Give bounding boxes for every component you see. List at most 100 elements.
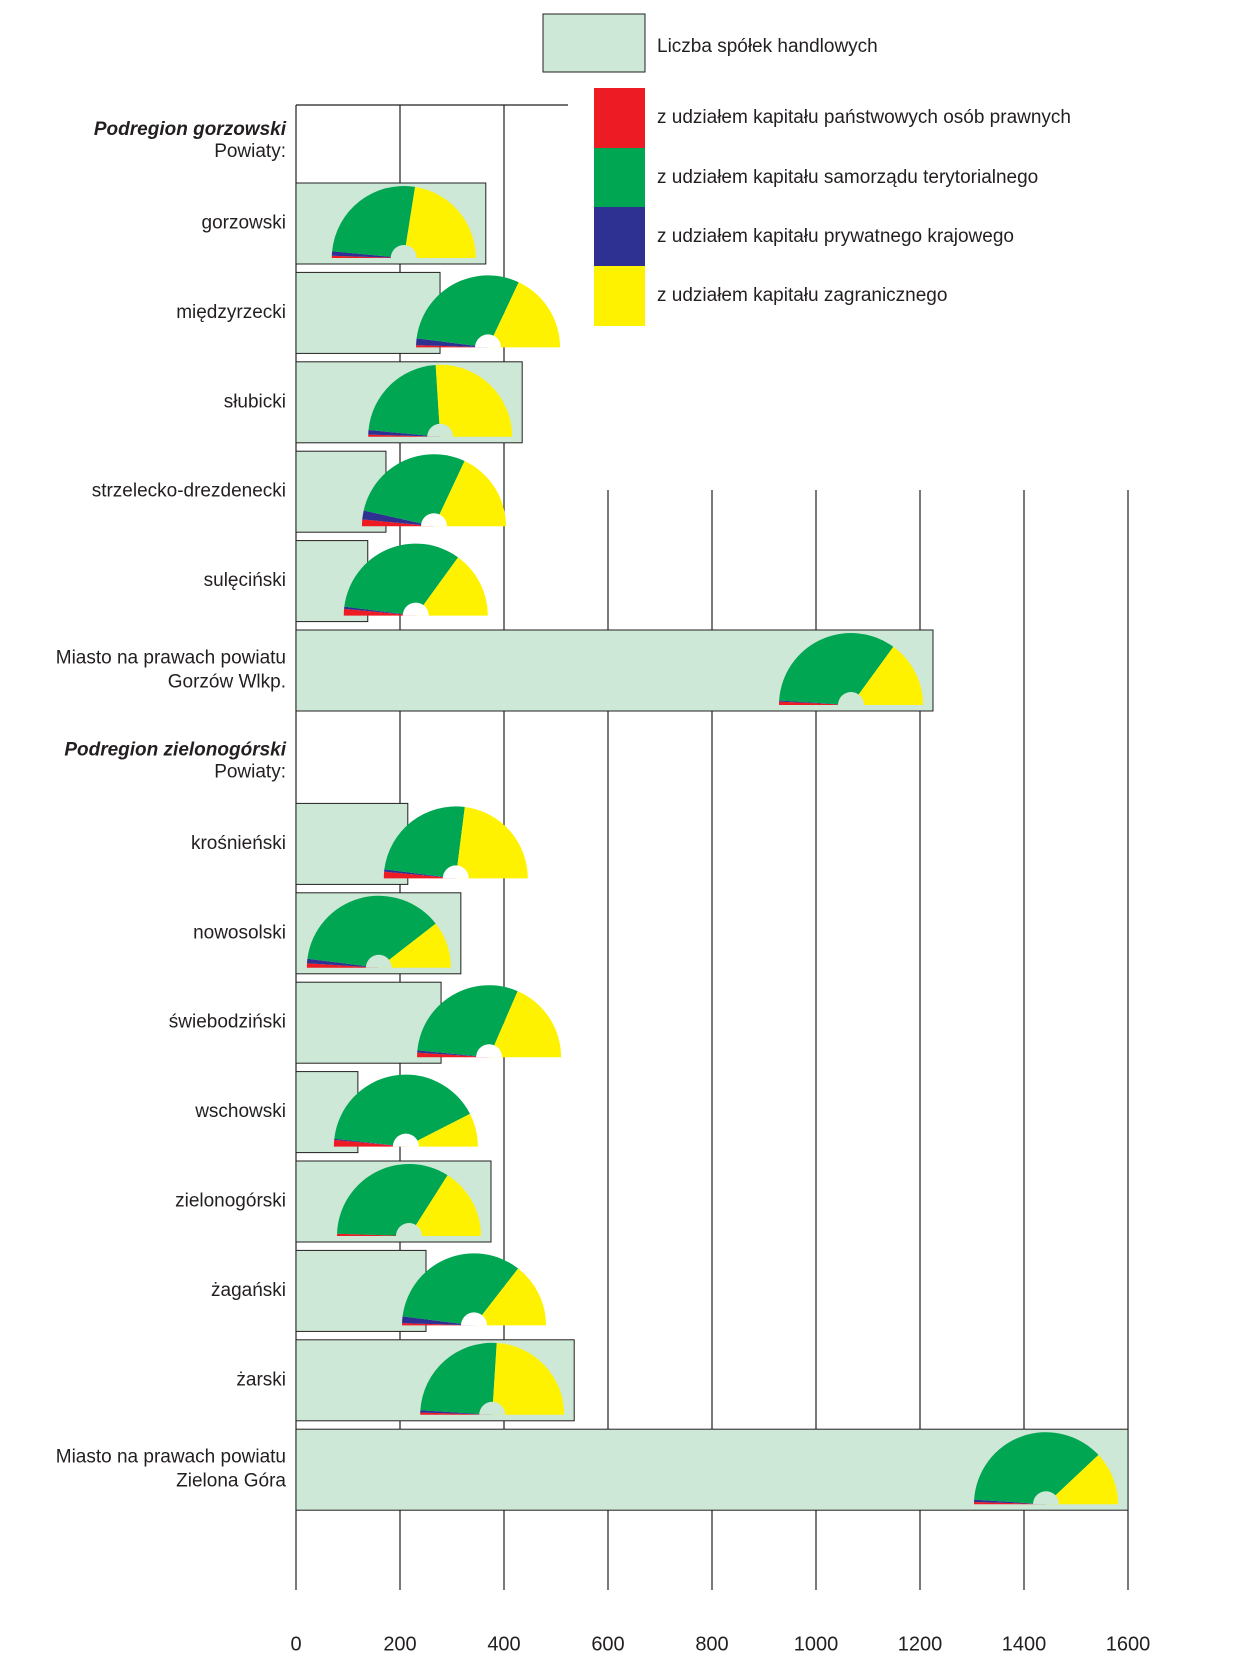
category-label: żarski — [236, 1369, 286, 1390]
x-tick-label: 400 — [487, 1633, 520, 1655]
category-label: Gorzów Wlkp. — [168, 672, 286, 693]
share-wedge — [402, 1253, 519, 1326]
category-label: Miasto na prawach powiatu — [56, 1447, 286, 1468]
share-wedge — [332, 186, 416, 258]
share-wedge — [409, 1175, 481, 1236]
legend-swatch — [594, 88, 645, 148]
pie-hole — [365, 954, 392, 968]
category-label: Miasto na prawach powiatu — [56, 648, 286, 669]
share-wedge — [403, 186, 476, 258]
legend-label: z udziałem kapitału prywatnego krajowego — [657, 226, 1014, 247]
category-label: słubicki — [224, 391, 286, 412]
share-wedge — [416, 338, 489, 348]
share-wedge — [363, 454, 465, 527]
pie-hole — [1033, 1491, 1059, 1505]
share-wedge — [368, 434, 441, 437]
share-wedge — [420, 1342, 497, 1415]
share-wedge — [779, 701, 851, 705]
share-wedge — [433, 461, 506, 527]
pie-hole — [461, 1312, 487, 1326]
category-label: zielonogórski — [175, 1191, 286, 1212]
pie-hole — [479, 1401, 506, 1415]
share-wedge — [492, 1342, 565, 1415]
legend-swatch — [594, 266, 645, 326]
share-wedge — [416, 345, 489, 348]
share-wedge — [306, 958, 379, 968]
share-wedge — [474, 1268, 546, 1326]
share-wedge — [337, 1163, 448, 1236]
share-wedge — [851, 646, 923, 705]
pie-hole — [442, 865, 469, 879]
legend-label: Liczba spółek handlowych — [657, 36, 878, 57]
category-label: wschowski — [194, 1101, 286, 1122]
share-wedge — [307, 895, 436, 968]
share-wedge — [488, 282, 561, 348]
share-wedge — [417, 1052, 490, 1058]
share-wedge — [334, 1138, 406, 1147]
x-tick-label: 1000 — [794, 1633, 839, 1655]
legend-label: z udziałem kapitału zagranicznego — [657, 285, 947, 306]
pie-hole — [396, 1223, 422, 1236]
group-title: Podregion zielonogórski — [64, 739, 286, 760]
share-wedge — [402, 1316, 474, 1326]
share-wedge — [361, 519, 434, 527]
share-wedge — [344, 543, 459, 616]
share-wedge — [455, 806, 528, 879]
pie-hole — [476, 1044, 503, 1058]
share-wedge — [1046, 1454, 1118, 1505]
share-wedge — [420, 1410, 493, 1415]
x-tick-label: 0 — [290, 1633, 301, 1655]
share-wedge — [362, 510, 434, 527]
share-wedge — [779, 632, 894, 705]
legend-swatch — [594, 207, 645, 267]
share-wedge — [378, 923, 451, 968]
category-label: Zielona Góra — [176, 1471, 286, 1492]
category-label: sulęciński — [204, 570, 286, 591]
share-wedge — [402, 1323, 474, 1326]
pie-hole — [390, 245, 417, 258]
share-wedge — [384, 869, 456, 879]
group-subtitle: Powiaty: — [214, 761, 286, 782]
share-wedge — [415, 557, 488, 616]
share-wedge — [337, 1233, 409, 1236]
share-wedge — [489, 991, 562, 1058]
share-wedge — [331, 255, 404, 258]
x-tick-label: 1600 — [1106, 1633, 1151, 1655]
pie-hole — [475, 334, 502, 348]
share-wedge — [420, 1412, 493, 1415]
share-wedge — [417, 1050, 490, 1058]
category-label: strzelecko-drezdenecki — [92, 481, 286, 502]
category-label: krośnieński — [191, 833, 286, 854]
group-subtitle: Powiaty: — [214, 141, 286, 162]
pie-hole — [392, 1133, 419, 1147]
share-wedge — [417, 985, 518, 1058]
share-wedge — [334, 1074, 471, 1147]
share-wedge — [343, 608, 416, 616]
category-label: gorzowski — [202, 213, 286, 234]
group-title: Podregion gorzowski — [94, 119, 287, 140]
category-label: nowosolski — [193, 922, 286, 943]
share-wedge — [416, 275, 519, 348]
x-tick-label: 600 — [591, 1633, 624, 1655]
x-tick-label: 200 — [383, 1633, 416, 1655]
share-wedge — [331, 251, 404, 258]
pie-hole — [420, 513, 447, 527]
category-label: świebodziński — [169, 1012, 286, 1033]
share-wedge — [368, 430, 441, 437]
x-tick-label: 1200 — [898, 1633, 943, 1655]
share-wedge — [344, 606, 416, 616]
share-wedge — [333, 1139, 406, 1147]
legend-label: z udziałem kapitału samorządu terytorial… — [657, 167, 1038, 188]
share-wedge — [306, 963, 379, 968]
share-wedge — [383, 871, 456, 879]
share-wedge — [974, 1501, 1046, 1505]
x-tick-label: 800 — [695, 1633, 728, 1655]
pie-hole — [402, 602, 429, 616]
share-wedge — [384, 806, 465, 879]
x-tick-label: 1400 — [1002, 1633, 1047, 1655]
share-wedge — [974, 1499, 1046, 1505]
legend-label: z udziałem kapitału państwowych osób pra… — [657, 107, 1071, 128]
share-wedge — [405, 1113, 478, 1147]
share-wedge — [435, 364, 513, 437]
